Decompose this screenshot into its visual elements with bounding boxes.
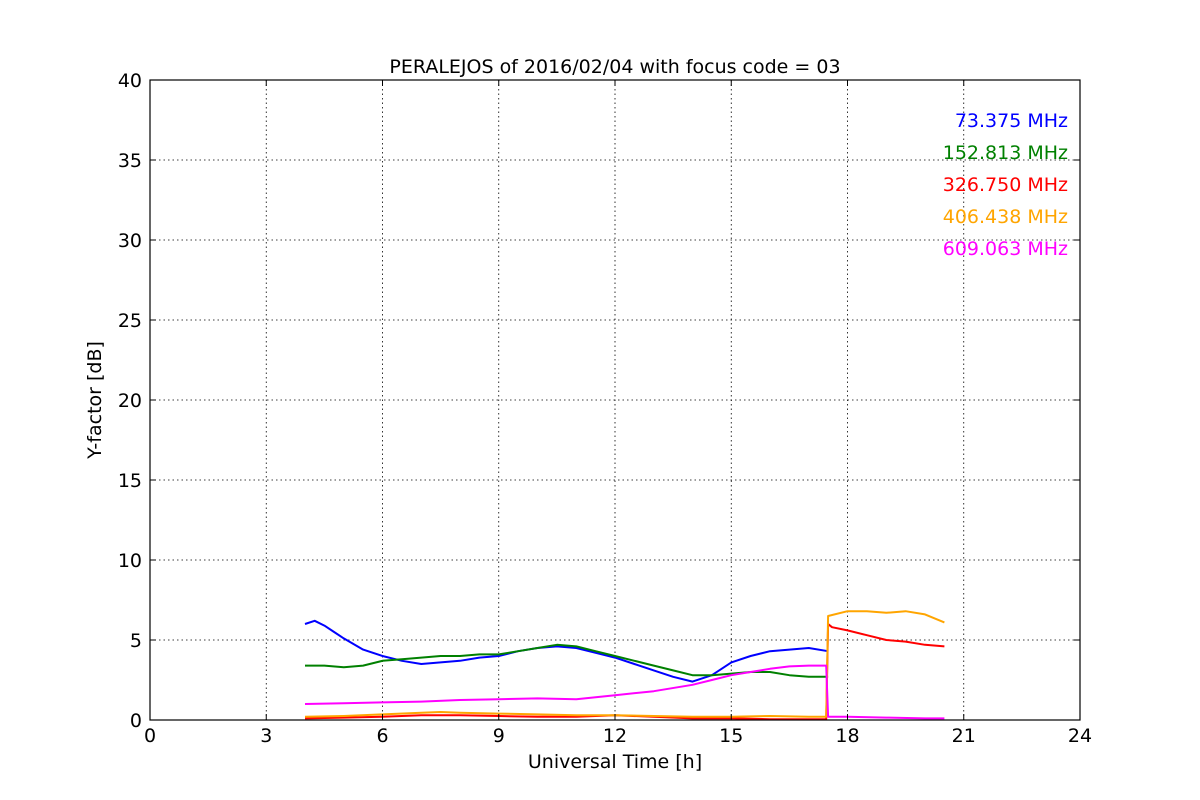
grid bbox=[150, 80, 1080, 720]
x-tick-label: 21 bbox=[952, 725, 976, 747]
y-tick-label: 10 bbox=[118, 550, 142, 572]
series-line-4 bbox=[304, 610, 945, 718]
series-line-5 bbox=[304, 664, 945, 720]
legend-entry-2: 152.813 MHz bbox=[943, 142, 1068, 164]
x-tick-label: 12 bbox=[603, 725, 627, 747]
y-tick-label: 20 bbox=[118, 390, 142, 412]
y-tick-label: 30 bbox=[118, 230, 142, 252]
x-tick-label: 9 bbox=[493, 725, 505, 747]
legend-entry-4: 406.438 MHz bbox=[943, 206, 1068, 228]
x-tick-label: 18 bbox=[835, 725, 859, 747]
legend-entry-1: 73.375 MHz bbox=[955, 110, 1068, 132]
x-tick-label: 3 bbox=[260, 725, 272, 747]
y-tick-label: 40 bbox=[118, 70, 142, 92]
y-tick-label: 5 bbox=[130, 630, 142, 652]
chart-title: PERALEJOS of 2016/02/04 with focus code … bbox=[389, 56, 840, 78]
legend-entry-5: 609.063 MHz bbox=[943, 238, 1068, 260]
x-tick-label: 15 bbox=[719, 725, 743, 747]
legend-entry-3: 326.750 MHz bbox=[943, 174, 1068, 196]
x-tick-label: 24 bbox=[1068, 725, 1092, 747]
y-tick-label: 15 bbox=[118, 470, 142, 492]
y-axis-label: Y-factor [dB] bbox=[84, 341, 106, 460]
y-tick-label: 25 bbox=[118, 310, 142, 332]
y-tick-label: 35 bbox=[118, 150, 142, 172]
legend: 73.375 MHz 152.813 MHz 326.750 MHz 406.438 … bbox=[943, 110, 1068, 260]
x-tick-label: 0 bbox=[144, 725, 156, 747]
x-tick-label: 6 bbox=[376, 725, 388, 747]
y-tick-label: 0 bbox=[130, 710, 142, 732]
ticks: 0 3 6 9 12 15 18 21 24 0 5 10 15 20 25 30 35 40 bbox=[118, 70, 1092, 747]
x-axis-label: Universal Time [h] bbox=[528, 751, 702, 773]
